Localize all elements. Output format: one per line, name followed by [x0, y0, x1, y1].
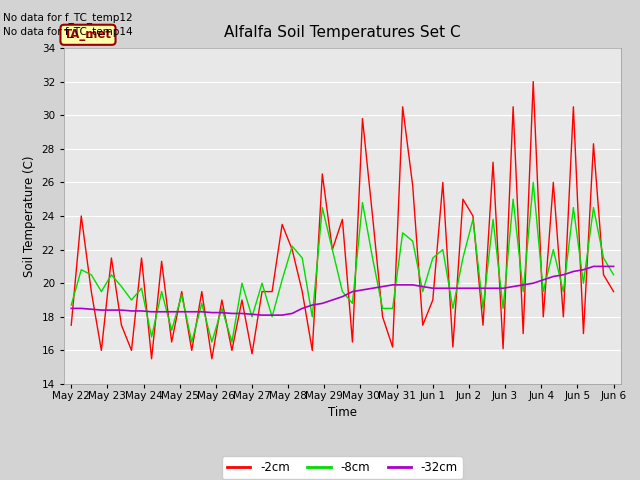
- X-axis label: Time: Time: [328, 407, 357, 420]
- Legend: -2cm, -8cm, -32cm: -2cm, -8cm, -32cm: [222, 456, 463, 479]
- Text: No data for f_TC_temp12: No data for f_TC_temp12: [3, 12, 133, 23]
- Text: No data for f_TC_temp14: No data for f_TC_temp14: [3, 26, 133, 37]
- Y-axis label: Soil Temperature (C): Soil Temperature (C): [23, 155, 36, 277]
- Title: Alfalfa Soil Temperatures Set C: Alfalfa Soil Temperatures Set C: [224, 25, 461, 40]
- Text: TA_met: TA_met: [64, 28, 112, 41]
